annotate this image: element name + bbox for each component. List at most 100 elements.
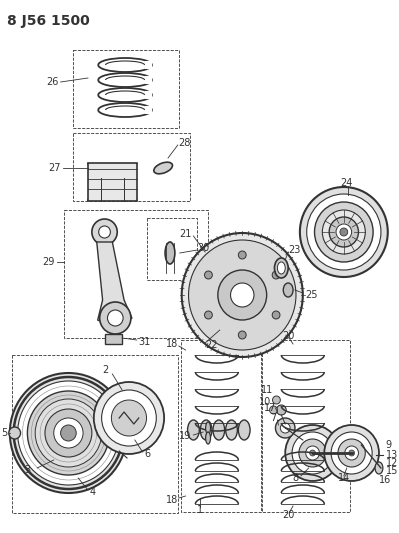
Ellipse shape bbox=[205, 432, 211, 444]
Ellipse shape bbox=[275, 258, 288, 278]
Circle shape bbox=[189, 240, 296, 350]
Circle shape bbox=[35, 399, 102, 467]
Circle shape bbox=[349, 450, 355, 456]
Ellipse shape bbox=[188, 420, 199, 440]
Ellipse shape bbox=[277, 262, 285, 274]
Ellipse shape bbox=[200, 420, 212, 440]
Circle shape bbox=[10, 373, 127, 493]
Bar bbox=[73, 50, 179, 128]
Text: 29: 29 bbox=[42, 257, 55, 267]
Circle shape bbox=[205, 311, 212, 319]
Text: 15: 15 bbox=[386, 466, 398, 476]
Text: 11: 11 bbox=[261, 385, 273, 395]
Bar bbox=[12, 355, 178, 513]
Polygon shape bbox=[97, 242, 132, 328]
Text: 8: 8 bbox=[293, 473, 299, 483]
Circle shape bbox=[306, 446, 320, 460]
Bar bbox=[144, 61, 152, 69]
Circle shape bbox=[111, 400, 146, 436]
Circle shape bbox=[61, 425, 76, 441]
Bar bbox=[105, 334, 122, 344]
Circle shape bbox=[272, 311, 280, 319]
Circle shape bbox=[107, 310, 123, 326]
Text: 2: 2 bbox=[103, 365, 109, 375]
Bar bbox=[73, 133, 190, 201]
Circle shape bbox=[340, 228, 348, 236]
Text: 20: 20 bbox=[282, 510, 294, 520]
Bar bbox=[88, 163, 137, 201]
Text: 24: 24 bbox=[340, 178, 352, 188]
Text: 17: 17 bbox=[264, 403, 277, 413]
Circle shape bbox=[292, 432, 333, 474]
Ellipse shape bbox=[238, 420, 250, 440]
Circle shape bbox=[92, 219, 117, 245]
Circle shape bbox=[100, 302, 131, 334]
Ellipse shape bbox=[213, 420, 225, 440]
Circle shape bbox=[280, 423, 290, 433]
Circle shape bbox=[45, 409, 92, 457]
Text: 1: 1 bbox=[197, 505, 203, 515]
Circle shape bbox=[277, 405, 286, 415]
Bar bbox=[63, 210, 208, 338]
Text: 16: 16 bbox=[379, 475, 391, 485]
Text: 25: 25 bbox=[305, 290, 317, 300]
Circle shape bbox=[94, 382, 164, 454]
Circle shape bbox=[18, 381, 119, 485]
Text: 6: 6 bbox=[144, 449, 151, 459]
Circle shape bbox=[331, 432, 372, 474]
Circle shape bbox=[28, 391, 109, 475]
Text: 30: 30 bbox=[198, 243, 209, 253]
Circle shape bbox=[324, 425, 379, 481]
Circle shape bbox=[270, 406, 277, 414]
Circle shape bbox=[345, 446, 358, 460]
Circle shape bbox=[272, 271, 280, 279]
Circle shape bbox=[238, 251, 246, 259]
Ellipse shape bbox=[283, 283, 293, 297]
Circle shape bbox=[54, 418, 83, 448]
Ellipse shape bbox=[226, 420, 237, 440]
Text: 7: 7 bbox=[270, 413, 277, 423]
Circle shape bbox=[314, 202, 373, 262]
Text: 13: 13 bbox=[386, 450, 398, 460]
Circle shape bbox=[102, 390, 156, 446]
Circle shape bbox=[238, 331, 246, 339]
Text: 3: 3 bbox=[24, 465, 30, 475]
Text: 4: 4 bbox=[90, 487, 96, 497]
Circle shape bbox=[299, 439, 326, 467]
Text: 18: 18 bbox=[166, 495, 178, 505]
Text: 28: 28 bbox=[178, 138, 190, 148]
Circle shape bbox=[338, 439, 365, 467]
Text: 10: 10 bbox=[259, 397, 272, 407]
Text: 19: 19 bbox=[179, 431, 192, 441]
Circle shape bbox=[218, 270, 267, 320]
Circle shape bbox=[300, 187, 388, 277]
Text: 27: 27 bbox=[48, 163, 61, 173]
Ellipse shape bbox=[375, 462, 383, 474]
Text: 21: 21 bbox=[179, 229, 192, 239]
Ellipse shape bbox=[165, 242, 175, 264]
Ellipse shape bbox=[154, 162, 172, 174]
Text: 22: 22 bbox=[205, 340, 217, 350]
Text: 12: 12 bbox=[386, 458, 398, 468]
Circle shape bbox=[329, 217, 358, 247]
Text: 31: 31 bbox=[139, 337, 151, 347]
Circle shape bbox=[273, 396, 280, 404]
Text: 9: 9 bbox=[386, 440, 392, 450]
Text: 8 J56 1500: 8 J56 1500 bbox=[7, 14, 90, 28]
Circle shape bbox=[307, 194, 381, 270]
Circle shape bbox=[205, 271, 212, 279]
Text: 5: 5 bbox=[2, 428, 8, 438]
Circle shape bbox=[310, 450, 316, 456]
Circle shape bbox=[182, 233, 303, 357]
Bar bbox=[181, 340, 261, 512]
Bar bbox=[144, 106, 152, 114]
Text: 18: 18 bbox=[166, 339, 178, 349]
Circle shape bbox=[285, 425, 340, 481]
Bar bbox=[262, 340, 350, 512]
Circle shape bbox=[336, 224, 352, 240]
Circle shape bbox=[231, 283, 254, 307]
Text: 14: 14 bbox=[338, 473, 350, 483]
Text: 20: 20 bbox=[282, 331, 294, 341]
Bar bbox=[146, 218, 198, 280]
Text: 23: 23 bbox=[288, 245, 300, 255]
